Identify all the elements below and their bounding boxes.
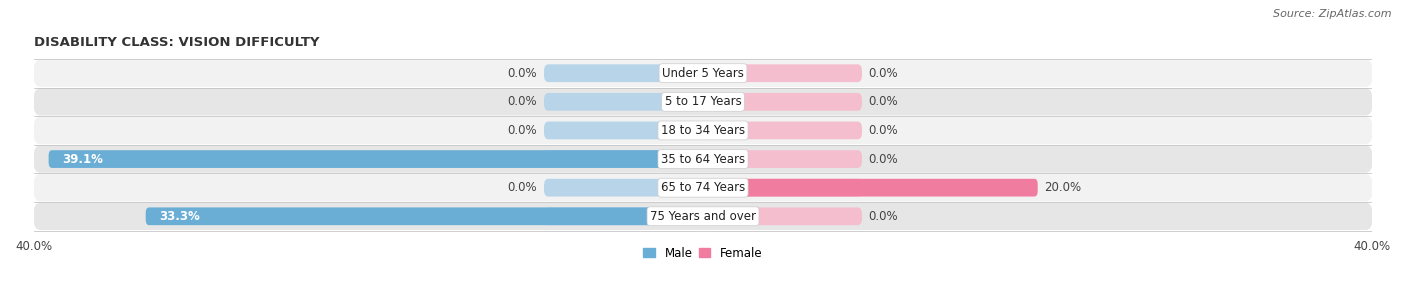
FancyBboxPatch shape [34, 59, 1372, 87]
Text: 18 to 34 Years: 18 to 34 Years [661, 124, 745, 137]
FancyBboxPatch shape [703, 93, 862, 111]
FancyBboxPatch shape [544, 179, 703, 196]
Text: 0.0%: 0.0% [869, 95, 898, 108]
FancyBboxPatch shape [703, 122, 862, 139]
FancyBboxPatch shape [703, 64, 862, 82]
Text: 5 to 17 Years: 5 to 17 Years [665, 95, 741, 108]
Text: Source: ZipAtlas.com: Source: ZipAtlas.com [1274, 9, 1392, 19]
Text: 33.3%: 33.3% [159, 210, 200, 223]
Text: 75 Years and over: 75 Years and over [650, 210, 756, 223]
FancyBboxPatch shape [34, 203, 1372, 230]
Text: 0.0%: 0.0% [869, 210, 898, 223]
FancyBboxPatch shape [34, 174, 1372, 201]
FancyBboxPatch shape [544, 122, 703, 139]
FancyBboxPatch shape [544, 150, 703, 168]
Text: 0.0%: 0.0% [508, 124, 537, 137]
FancyBboxPatch shape [34, 117, 1372, 144]
FancyBboxPatch shape [544, 64, 703, 82]
Text: DISABILITY CLASS: VISION DIFFICULTY: DISABILITY CLASS: VISION DIFFICULTY [34, 36, 319, 49]
FancyBboxPatch shape [703, 179, 862, 196]
FancyBboxPatch shape [146, 207, 703, 225]
Text: 0.0%: 0.0% [508, 95, 537, 108]
Text: 0.0%: 0.0% [869, 124, 898, 137]
Text: 39.1%: 39.1% [62, 152, 103, 166]
Text: 0.0%: 0.0% [508, 67, 537, 80]
Text: Under 5 Years: Under 5 Years [662, 67, 744, 80]
FancyBboxPatch shape [34, 145, 1372, 173]
FancyBboxPatch shape [49, 150, 703, 168]
Text: 0.0%: 0.0% [869, 152, 898, 166]
Text: 0.0%: 0.0% [508, 181, 537, 194]
FancyBboxPatch shape [544, 207, 703, 225]
FancyBboxPatch shape [703, 150, 862, 168]
Text: 35 to 64 Years: 35 to 64 Years [661, 152, 745, 166]
Text: 0.0%: 0.0% [869, 67, 898, 80]
Text: 20.0%: 20.0% [1045, 181, 1081, 194]
FancyBboxPatch shape [703, 179, 1038, 196]
FancyBboxPatch shape [703, 207, 862, 225]
FancyBboxPatch shape [34, 88, 1372, 116]
Text: 65 to 74 Years: 65 to 74 Years [661, 181, 745, 194]
Legend: Male, Female: Male, Female [638, 242, 768, 264]
FancyBboxPatch shape [544, 93, 703, 111]
